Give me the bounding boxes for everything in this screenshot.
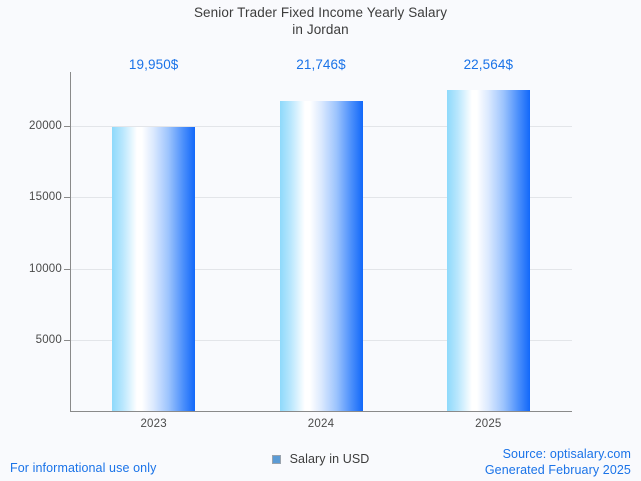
y-tick-label: 15000 xyxy=(29,191,62,204)
bar-2023[interactable] xyxy=(112,126,195,411)
source-text: Source: optisalary.com xyxy=(502,447,631,461)
x-axis-label-2025: 2025 xyxy=(475,418,502,430)
y-tick-mark xyxy=(64,126,70,128)
bar-value-label-2024: 21,746$ xyxy=(296,57,346,72)
y-tick-mark xyxy=(64,339,70,341)
chart-title-line-2: in Jordan xyxy=(292,22,349,37)
y-tick-label: 20000 xyxy=(29,120,62,133)
chart-title-line-1: Senior Trader Fixed Income Yearly Salary xyxy=(193,5,448,20)
y-axis-line xyxy=(70,72,71,412)
chart-legend: Salary in USD xyxy=(0,452,641,466)
y-tick-label: 5000 xyxy=(35,333,62,346)
bar-value-label-2023: 19,950$ xyxy=(128,57,179,72)
source-block: Source: optisalary.com Generated Februar… xyxy=(485,446,631,478)
y-tick-label: 10000 xyxy=(29,262,62,275)
y-tick-mark xyxy=(64,197,70,199)
generated-text: Generated February 2025 xyxy=(484,463,631,477)
x-axis-line xyxy=(70,411,572,412)
x-axis-label-2024: 2024 xyxy=(307,418,335,430)
bar-2025[interactable] xyxy=(447,89,530,411)
bar-value-label-2025: 22,564$ xyxy=(463,57,514,72)
y-tick-mark xyxy=(64,268,70,270)
chart-title: Senior Trader Fixed Income Yearly Salary… xyxy=(0,4,641,38)
legend-label-salary-in-usd: Salary in USD xyxy=(289,452,370,466)
bar-2024[interactable] xyxy=(280,101,363,411)
disclaimer-text: For informational use only xyxy=(10,461,157,475)
x-axis-label-2023: 2023 xyxy=(140,418,167,430)
legend-marker-salary-in-usd xyxy=(271,454,281,464)
